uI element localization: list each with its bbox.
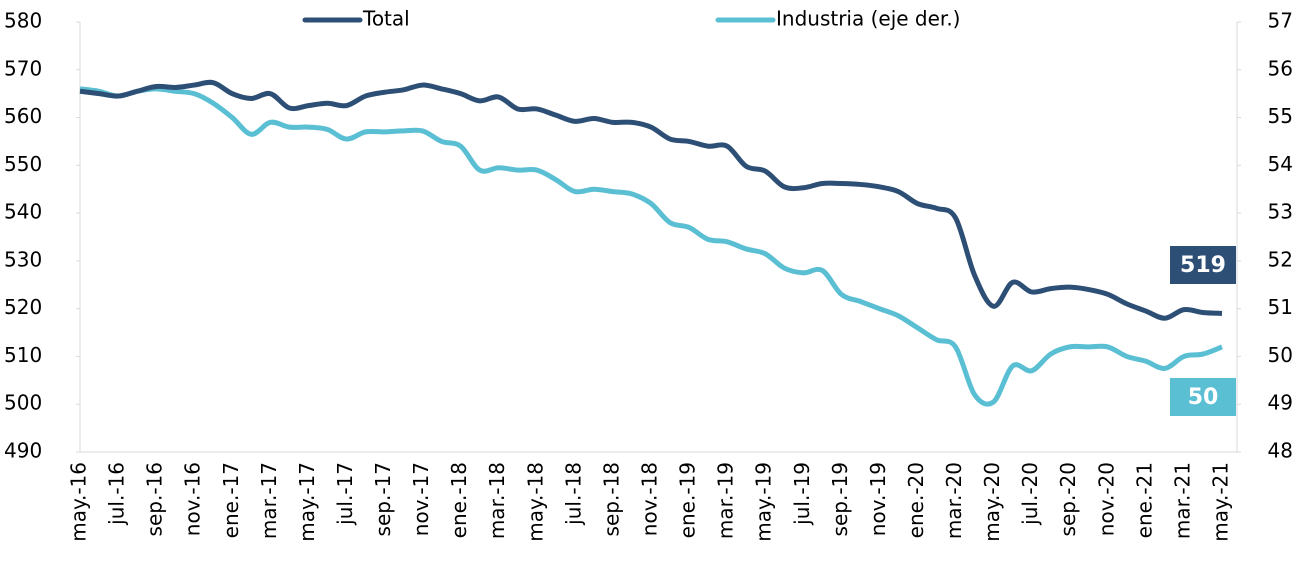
x-tick-label: jul.-16 bbox=[105, 462, 129, 526]
x-tick-label: may.-18 bbox=[523, 462, 547, 542]
y2-tick-label: 53 bbox=[1268, 200, 1293, 224]
x-tick-label: mar.-18 bbox=[485, 462, 509, 539]
x-tick-label: mar.-17 bbox=[257, 462, 281, 539]
x-tick-label: sep.-18 bbox=[599, 462, 623, 536]
x-tick-label: sep.-20 bbox=[1056, 462, 1080, 536]
y2-tick-label: 56 bbox=[1268, 56, 1293, 80]
x-tick-label: jul.-18 bbox=[561, 462, 585, 526]
y-tick-label: 510 bbox=[4, 343, 42, 367]
x-tick-label: mar.-21 bbox=[1170, 462, 1194, 539]
y2-tick-label: 50 bbox=[1268, 343, 1293, 367]
y-tick-label: 570 bbox=[4, 56, 42, 80]
series-line bbox=[79, 79, 1223, 321]
y2-tick-label: 54 bbox=[1268, 152, 1293, 176]
x-tick-label: jul.-17 bbox=[333, 462, 357, 526]
x-tick-label: ene.-20 bbox=[904, 462, 928, 538]
legend-label: Total bbox=[362, 7, 410, 31]
x-tick-label: sep.-17 bbox=[371, 462, 395, 536]
y2-tick-label: 52 bbox=[1268, 247, 1293, 271]
y-tick-label: 550 bbox=[4, 152, 42, 176]
y-tick-label: 500 bbox=[4, 391, 42, 415]
x-tick-label: nov.-20 bbox=[1094, 462, 1118, 536]
x-tick-label: ene.-17 bbox=[219, 462, 243, 538]
y2-tick-label: 49 bbox=[1268, 391, 1293, 415]
y-tick-label: 530 bbox=[4, 247, 42, 271]
y2-tick-label: 51 bbox=[1268, 295, 1293, 319]
x-tick-label: ene.-21 bbox=[1132, 462, 1156, 538]
x-tick-label: sep.-19 bbox=[828, 462, 852, 536]
legend-label: Industria (eje der.) bbox=[776, 7, 960, 31]
x-tick-label: ene.-18 bbox=[447, 462, 471, 538]
y-tick-label: 540 bbox=[4, 200, 42, 224]
x-tick-label: nov.-19 bbox=[866, 462, 890, 536]
x-tick-label: nov.-17 bbox=[409, 462, 433, 536]
y-tick-label: 520 bbox=[4, 295, 42, 319]
x-tick-label: jul.-20 bbox=[1018, 462, 1042, 526]
y-tick-label: 580 bbox=[4, 9, 42, 33]
end-label-box bbox=[1170, 246, 1236, 284]
end-label: 519 bbox=[1180, 253, 1226, 278]
x-tick-label: jul.-19 bbox=[790, 462, 814, 526]
x-tick-label: may.-21 bbox=[1209, 462, 1233, 542]
x-tick-label: may.-17 bbox=[295, 462, 319, 542]
y2-tick-label: 55 bbox=[1268, 104, 1293, 128]
x-tick-label: may.-16 bbox=[67, 462, 91, 542]
series-line bbox=[79, 86, 1223, 407]
y-tick-label: 560 bbox=[4, 104, 42, 128]
x-tick-label: mar.-19 bbox=[714, 462, 738, 539]
y2-tick-label: 57 bbox=[1268, 9, 1293, 33]
x-tick-label: may.-19 bbox=[752, 462, 776, 542]
y-tick-label: 490 bbox=[4, 439, 42, 463]
x-tick-label: nov.-16 bbox=[181, 462, 205, 536]
end-label: 50 bbox=[1188, 385, 1219, 410]
y2-tick-label: 48 bbox=[1268, 439, 1293, 463]
end-label-box bbox=[1170, 378, 1236, 416]
x-tick-label: may.-20 bbox=[980, 462, 1004, 542]
x-tick-label: ene.-19 bbox=[676, 462, 700, 538]
x-tick-label: mar.-20 bbox=[942, 462, 966, 539]
x-tick-label: nov.-18 bbox=[638, 462, 662, 536]
x-tick-label: sep.-16 bbox=[143, 462, 167, 536]
